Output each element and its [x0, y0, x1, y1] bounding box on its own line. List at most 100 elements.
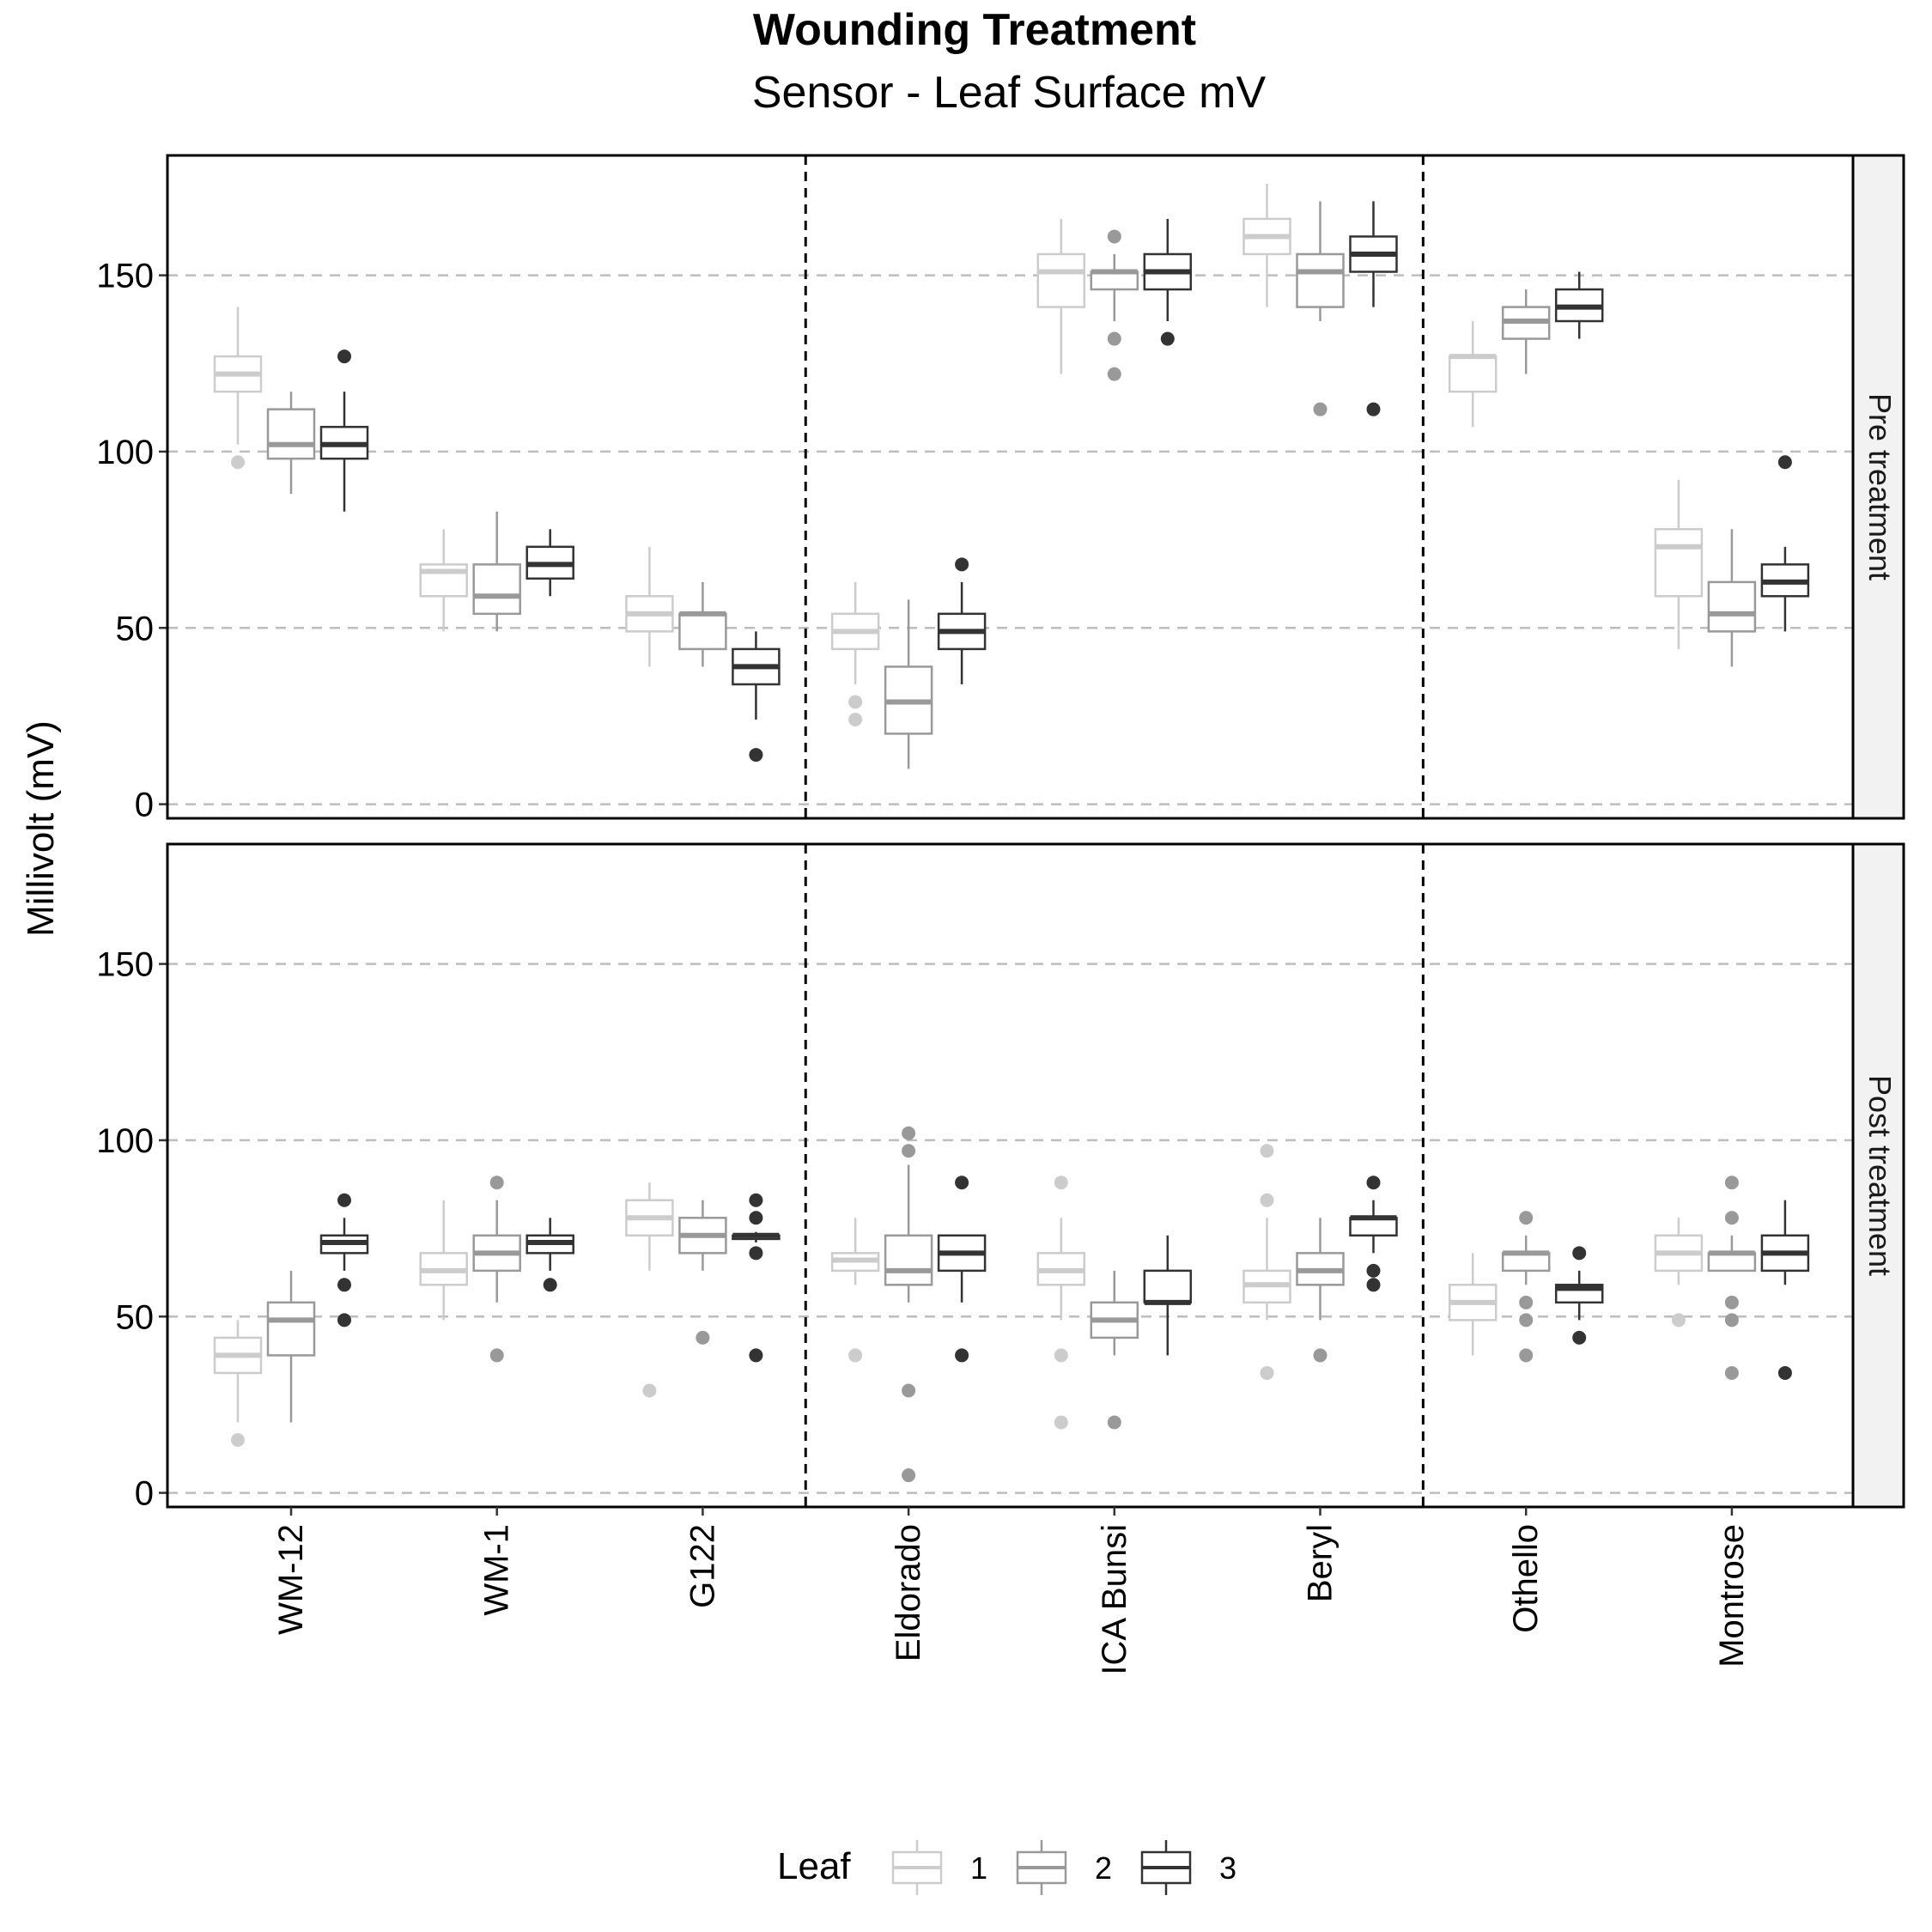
box-ica-bunsi-leaf-2	[1090, 229, 1139, 381]
box-beryl-leaf-1	[1242, 183, 1291, 307]
box-wm-1-leaf-2	[472, 1176, 521, 1363]
outlier-point	[848, 1348, 863, 1363]
outlier-point	[1572, 1330, 1587, 1345]
panel-border	[166, 154, 1855, 820]
y-tick-label: 0	[135, 1475, 154, 1513]
outlier-point	[848, 713, 863, 727]
box-othello-leaf-3	[1554, 271, 1604, 339]
outlier-point	[1724, 1313, 1739, 1327]
box-othello-leaf-1	[1448, 321, 1498, 428]
box-ica-bunsi-leaf-3	[1143, 1235, 1193, 1356]
box-othello-leaf-2	[1501, 289, 1551, 374]
box-iqr	[1501, 1252, 1551, 1273]
y-axis-label: Millivolt (mV)	[20, 720, 62, 937]
outlier-point	[231, 1432, 245, 1447]
box-wm-12-leaf-2	[266, 392, 316, 495]
legend: Leaf 1 2 3	[777, 1840, 1236, 1895]
outlier-point	[1724, 1211, 1739, 1225]
box-beryl-leaf-2	[1296, 201, 1345, 416]
outlier-point	[1366, 402, 1381, 416]
y-tick-label: 0	[135, 787, 154, 824]
legend-key-leaf-1: 1	[891, 1840, 987, 1895]
outlier-point	[1313, 1348, 1327, 1363]
box-wm-12-leaf-1	[213, 1320, 263, 1447]
outlier-point	[902, 1126, 916, 1140]
y-tick-label: 50	[116, 610, 155, 647]
strip	[1851, 154, 1905, 820]
box-g122-leaf-2	[678, 581, 727, 667]
box-montrose-leaf-1	[1654, 1218, 1704, 1327]
box-wm-12-leaf-1	[213, 307, 263, 470]
legend-label: 1	[970, 1850, 987, 1886]
outlier-point	[749, 1348, 763, 1363]
outlier-point	[955, 1176, 969, 1190]
box-iqr	[472, 563, 521, 616]
outlier-point	[1260, 1365, 1274, 1380]
box-wm-1-leaf-1	[419, 1200, 468, 1321]
x-tick-label: Eldorado	[890, 1524, 927, 1662]
box-othello-leaf-1	[1448, 1253, 1498, 1356]
outlier-point	[1519, 1295, 1534, 1309]
strip-label: Pre treatment	[1862, 393, 1898, 580]
box-eldorado-leaf-1	[830, 1218, 880, 1363]
box-iqr	[266, 1301, 316, 1357]
legend-label: 2	[1095, 1850, 1112, 1886]
box-wm-12-leaf-3	[319, 1193, 369, 1327]
y-tick-label: 100	[96, 1122, 154, 1160]
box-beryl-leaf-3	[1349, 1176, 1398, 1292]
panel-pre: 0 50 100 150 Pre treatment	[96, 154, 1905, 824]
box-iqr	[1036, 252, 1086, 308]
strip	[1851, 842, 1905, 1509]
x-tick-label: Othello	[1507, 1524, 1545, 1633]
legend-label: 3	[1219, 1850, 1236, 1886]
box-iqr	[1707, 580, 1757, 633]
box-beryl-leaf-2	[1296, 1218, 1345, 1363]
box-g122-leaf-1	[625, 1182, 674, 1398]
box-ica-bunsi-leaf-1	[1036, 1176, 1086, 1430]
box-montrose-leaf-2	[1707, 1176, 1757, 1380]
box-beryl-leaf-1	[1242, 1144, 1291, 1380]
chart-subtitle: Sensor - Leaf Surface mV	[752, 68, 1267, 118]
outlier-point	[1054, 1176, 1068, 1190]
box-iqr	[884, 1234, 933, 1286]
outlier-point	[696, 1330, 710, 1345]
outlier-point	[902, 1144, 916, 1158]
box-ica-bunsi-leaf-1	[1036, 218, 1086, 374]
box-eldorado-leaf-3	[937, 557, 987, 684]
outlier-point	[489, 1348, 504, 1363]
outlier-point	[1724, 1176, 1739, 1190]
box-iqr	[1296, 252, 1345, 308]
box-wm-12-leaf-2	[266, 1270, 316, 1423]
outlier-point	[749, 1193, 763, 1207]
box-iqr	[1090, 270, 1139, 291]
outlier-point	[543, 1278, 557, 1292]
outlier-point	[955, 557, 969, 572]
panel-border	[166, 842, 1855, 1509]
y-tick-label: 150	[96, 946, 154, 984]
outlier-point	[642, 1383, 657, 1398]
outlier-point	[1519, 1348, 1534, 1363]
outlier-point	[1519, 1313, 1534, 1327]
box-iqr	[1707, 1252, 1757, 1273]
outlier-point	[902, 1383, 916, 1398]
outlier-point	[1519, 1211, 1534, 1225]
outlier-point	[1160, 331, 1175, 346]
outlier-point	[1107, 367, 1121, 381]
y-tick-label: 50	[116, 1298, 155, 1336]
x-tick-label: Beryl	[1302, 1524, 1340, 1602]
box-iqr	[1448, 355, 1498, 393]
x-axis: WM-12 WM-1 G122 Eldorado ICA Bunsi Beryl Othel…	[272, 1507, 1751, 1675]
outlier-point	[1107, 229, 1121, 244]
outlier-point	[1572, 1246, 1587, 1261]
outlier-point	[749, 1211, 763, 1225]
outlier-point	[1260, 1193, 1274, 1207]
outlier-point	[489, 1176, 504, 1190]
outlier-point	[1366, 1278, 1381, 1292]
box-g122-leaf-1	[625, 546, 674, 667]
outlier-point	[1777, 1365, 1792, 1380]
outlier-point	[1777, 455, 1792, 470]
box-iqr	[266, 408, 316, 460]
outlier-point	[1724, 1295, 1739, 1309]
box-othello-leaf-3	[1554, 1246, 1604, 1345]
